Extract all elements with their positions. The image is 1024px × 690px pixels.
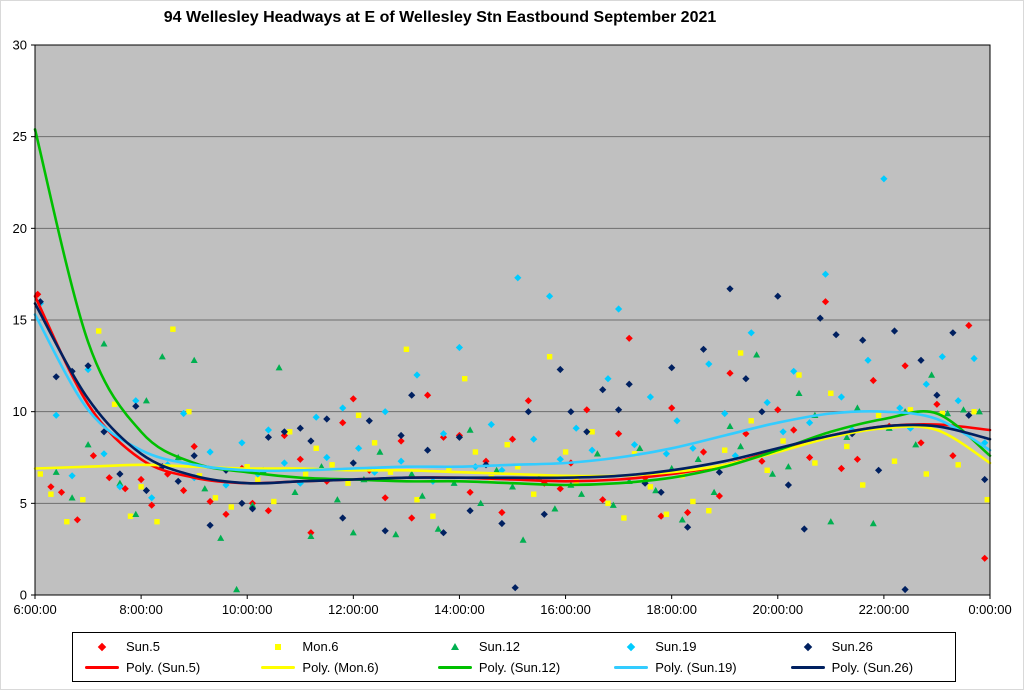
legend-item-sun26: Sun.26 (779, 639, 955, 654)
svg-text:20: 20 (13, 221, 27, 236)
legend-item-sun19: Sun.19 (602, 639, 778, 654)
sun12-triangle-marker-icon (450, 643, 459, 650)
legend-item-sun12: Sun.12 (426, 639, 602, 654)
legend-item-poly-sun12: Poly. (Sun.12) (426, 660, 602, 675)
poly-sun19-line-icon (614, 666, 649, 669)
legend-series-row: Sun.5 Mon.6 Sun.12 Sun.19 Sun.26 (73, 639, 955, 654)
plot-area: 0 5 10 15 20 25 30 6:00:00 8:00:00 10:00:00 12:00:… (13, 38, 1012, 618)
svg-text:25: 25 (13, 129, 27, 144)
legend-label: Sun.12 (478, 639, 521, 654)
svg-text:12:00:00: 12:00:00 (328, 602, 379, 617)
svg-text:8:00:00: 8:00:00 (119, 602, 162, 617)
svg-text:10: 10 (13, 404, 27, 419)
legend-item-poly-sun26: Poly. (Sun.26) (779, 660, 955, 675)
svg-text:0: 0 (20, 588, 27, 603)
legend-label: Sun.26 (831, 639, 873, 654)
svg-text:5: 5 (20, 496, 27, 511)
legend-label: Poly. (Sun.26) (831, 660, 914, 675)
poly-mon6-line-icon (261, 666, 296, 669)
mon6-square-marker-icon (275, 643, 282, 650)
svg-text:6:00:00: 6:00:00 (13, 602, 56, 617)
legend-trend-row: Poly. (Sun.5) Poly. (Mon.6) Poly. (Sun.1… (73, 660, 955, 675)
legend-label: Poly. (Sun.5) (126, 660, 201, 675)
legend-label: Poly. (Sun.12) (478, 660, 561, 675)
legend-item-poly-sun19: Poly. (Sun.19) (602, 660, 778, 675)
svg-text:18:00:00: 18:00:00 (646, 602, 697, 617)
svg-text:0:00:00: 0:00:00 (968, 602, 1011, 617)
legend-label: Sun.5 (126, 639, 160, 654)
sun19-diamond-marker-icon (626, 642, 636, 651)
legend-label: Poly. (Sun.19) (655, 660, 737, 675)
svg-text:16:00:00: 16:00:00 (540, 602, 591, 617)
sun5-diamond-marker-icon (97, 642, 107, 651)
svg-text:22:00:00: 22:00:00 (859, 602, 910, 617)
legend-item-sun5: Sun.5 (73, 639, 249, 654)
svg-text:30: 30 (13, 38, 27, 53)
chart-title: 94 Wellesley Headways at E of Wellesley … (163, 9, 717, 26)
poly-sun12-line-icon (437, 666, 472, 669)
chart-legend: Sun.5 Mon.6 Sun.12 Sun.19 Sun.26 Poly. (… (72, 632, 956, 682)
legend-item-mon6: Mon.6 (249, 639, 425, 654)
sun26-diamond-marker-icon (803, 642, 812, 651)
poly-sun5-line-icon (85, 666, 119, 669)
svg-text:15: 15 (13, 313, 27, 328)
legend-item-poly-sun5: Poly. (Sun.5) (73, 660, 249, 675)
legend-item-poly-mon6: Poly. (Mon.6) (249, 660, 425, 675)
svg-text:14:00:00: 14:00:00 (434, 602, 485, 617)
poly-sun26-line-icon (790, 666, 825, 669)
legend-label: Poly. (Mon.6) (302, 660, 379, 675)
svg-text:20:00:00: 20:00:00 (752, 602, 803, 617)
svg-text:10:00:00: 10:00:00 (222, 602, 273, 617)
legend-label: Sun.19 (655, 639, 697, 654)
legend-label: Mon.6 (302, 639, 339, 654)
